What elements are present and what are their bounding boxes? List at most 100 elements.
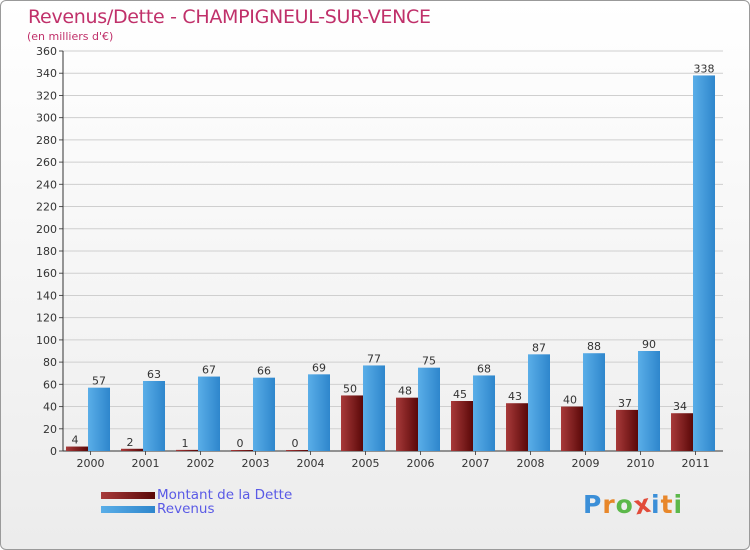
x-tick-label-2009: 2009 xyxy=(572,457,600,470)
label-dette-2004: 0 xyxy=(292,437,299,450)
bar-dette-2007 xyxy=(451,401,473,451)
x-tick-label-2000: 2000 xyxy=(77,457,105,470)
y-tick-label: 300 xyxy=(36,112,57,125)
label-revenus-2004: 69 xyxy=(312,361,326,374)
legend-item-dette: Montant de la Dette xyxy=(101,487,292,503)
y-tick-label: 0 xyxy=(50,445,57,458)
bar-revenus-2000 xyxy=(88,387,110,451)
logo-letter: i xyxy=(651,490,661,519)
label-dette-2010: 37 xyxy=(618,397,632,410)
chart-subtitle: (en milliers d'€) xyxy=(27,30,114,43)
y-tick-label: 40 xyxy=(43,401,57,414)
y-tick-label: 360 xyxy=(36,45,57,58)
legend-item-revenus: Revenus xyxy=(101,501,215,517)
y-tick-label: 260 xyxy=(36,156,57,169)
legend-swatch-revenus xyxy=(101,505,155,513)
label-revenus-2002: 67 xyxy=(202,364,216,377)
chart-title: Revenus/Dette - CHAMPIGNEUL-SUR-VENCE xyxy=(28,6,431,28)
x-tick-label-2002: 2002 xyxy=(187,457,215,470)
label-revenus-2011: 338 xyxy=(694,62,715,75)
legend-label-dette: Montant de la Dette xyxy=(157,487,293,503)
axis-layer: 0204060801001201401601802002202402602803… xyxy=(36,45,723,458)
label-dette-2003: 0 xyxy=(237,437,244,450)
x-tick-label-2010: 2010 xyxy=(627,457,655,470)
label-revenus-2000: 57 xyxy=(92,375,106,388)
x-tick-label-2005: 2005 xyxy=(352,457,380,470)
bar-dette-2000 xyxy=(66,446,88,451)
bars-layer xyxy=(66,75,715,451)
bar-dette-2008 xyxy=(506,403,528,451)
labels-layer: 2000 4 57 2001 2 63 2002 1 67 2003 0 66 2004 0 69 2005 5… xyxy=(72,62,715,470)
label-dette-2007: 45 xyxy=(453,388,467,401)
logo-letter: P xyxy=(583,490,603,519)
bar-revenus-2007 xyxy=(473,375,495,451)
bar-revenus-2011 xyxy=(693,75,715,451)
label-revenus-2006: 75 xyxy=(422,355,436,368)
bar-revenus-2002 xyxy=(198,376,220,451)
y-tick-label: 220 xyxy=(36,201,57,214)
x-tick-label-2001: 2001 xyxy=(132,457,160,470)
y-tick-label: 180 xyxy=(36,245,57,258)
label-dette-2006: 48 xyxy=(398,385,412,398)
label-dette-2008: 43 xyxy=(508,390,522,403)
label-revenus-2010: 90 xyxy=(642,338,656,351)
y-tick-label: 100 xyxy=(36,334,57,347)
x-tick-label-2006: 2006 xyxy=(407,457,435,470)
bar-dette-2010 xyxy=(616,409,638,451)
logo-letter: r xyxy=(602,490,616,519)
label-dette-2001: 2 xyxy=(127,436,134,449)
bar-dette-2009 xyxy=(561,406,583,451)
bar-revenus-2005 xyxy=(363,365,385,451)
x-tick-label-2004: 2004 xyxy=(297,457,325,470)
bar-dette-2004 xyxy=(286,450,308,451)
y-tick-label: 80 xyxy=(43,356,57,369)
legend-swatch-dette xyxy=(101,491,155,499)
x-tick-label-2011: 2011 xyxy=(682,457,710,470)
y-tick-label: 60 xyxy=(43,378,57,391)
x-tick-label-2007: 2007 xyxy=(462,457,490,470)
y-tick-label: 320 xyxy=(36,89,57,102)
bar-revenus-2003 xyxy=(253,377,275,451)
bar-revenus-2004 xyxy=(308,374,330,451)
bar-revenus-2010 xyxy=(638,351,660,451)
y-tick-label: 240 xyxy=(36,178,57,191)
label-revenus-2001: 63 xyxy=(147,368,161,381)
bar-revenus-2009 xyxy=(583,353,605,451)
legend-label-revenus: Revenus xyxy=(157,501,215,517)
label-dette-2009: 40 xyxy=(563,394,577,407)
label-dette-2005: 50 xyxy=(343,382,357,395)
label-dette-2002: 1 xyxy=(182,437,189,450)
label-dette-2011: 34 xyxy=(673,400,687,413)
logo-letter: o xyxy=(615,490,634,519)
y-tick-label: 20 xyxy=(43,423,57,436)
label-revenus-2008: 87 xyxy=(532,341,546,354)
label-dette-2000: 4 xyxy=(72,434,79,447)
bar-dette-2006 xyxy=(396,397,418,451)
y-tick-label: 160 xyxy=(36,267,57,280)
bar-dette-2011 xyxy=(671,413,693,451)
bar-dette-2003 xyxy=(231,450,253,451)
label-revenus-2009: 88 xyxy=(587,340,601,353)
label-revenus-2003: 66 xyxy=(257,365,271,378)
y-tick-label: 280 xyxy=(36,134,57,147)
label-revenus-2005: 77 xyxy=(367,352,381,365)
bar-dette-2001 xyxy=(121,448,143,451)
bar-revenus-2006 xyxy=(418,367,440,451)
bar-revenus-2008 xyxy=(528,354,550,451)
logo-letter: i xyxy=(673,490,684,519)
label-revenus-2007: 68 xyxy=(477,362,491,375)
y-tick-label: 140 xyxy=(36,289,57,302)
x-tick-label-2003: 2003 xyxy=(242,457,270,470)
y-tick-label: 200 xyxy=(36,223,57,236)
x-tick-label-2008: 2008 xyxy=(517,457,545,470)
y-tick-label: 120 xyxy=(36,312,57,325)
logo-letter: t xyxy=(660,490,674,519)
bar-revenus-2001 xyxy=(143,381,165,451)
bar-dette-2002 xyxy=(176,449,198,451)
y-tick-label: 340 xyxy=(36,67,57,80)
proxiti-logo: Proxiti xyxy=(583,489,684,521)
bar-dette-2005 xyxy=(341,395,363,451)
grid-layer xyxy=(63,50,723,452)
